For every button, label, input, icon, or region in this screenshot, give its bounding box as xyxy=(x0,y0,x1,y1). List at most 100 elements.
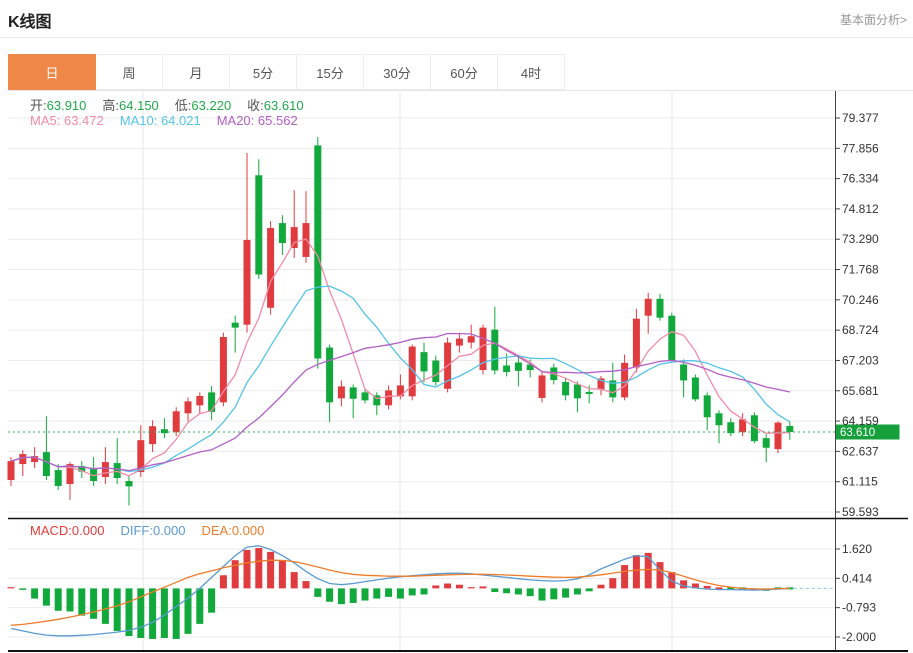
candle-body xyxy=(137,440,145,473)
macd-bar xyxy=(337,588,345,605)
macd-bar xyxy=(267,551,275,589)
candle-body xyxy=(526,364,534,371)
macd-bar xyxy=(632,555,640,589)
candle-body xyxy=(326,347,334,403)
macd-bar xyxy=(396,588,404,599)
macd-bar xyxy=(149,588,157,639)
candle-body xyxy=(786,426,794,433)
open-label: 开: xyxy=(30,98,47,113)
price-axis-label: 67.203 xyxy=(842,353,879,367)
candle-body xyxy=(597,378,605,390)
macd-bar xyxy=(219,575,227,589)
ma10-line xyxy=(10,285,791,473)
macd-bar xyxy=(255,548,263,589)
ma5-value: 63.472 xyxy=(63,113,104,128)
macd-bar xyxy=(78,588,86,616)
candle-body xyxy=(739,419,747,433)
candle-body xyxy=(184,401,192,414)
macd-bar xyxy=(113,588,121,631)
high-label: 高: xyxy=(102,98,120,113)
tab-30min[interactable]: 30分 xyxy=(364,54,431,90)
candle-body xyxy=(101,462,109,478)
macd-bar xyxy=(54,588,62,611)
candle-body xyxy=(267,228,275,308)
macd-bar xyxy=(208,588,216,613)
high-value: 64.150 xyxy=(119,98,159,113)
candle-body xyxy=(54,470,62,486)
candle-body xyxy=(680,364,688,381)
macd-bar xyxy=(727,587,735,590)
macd-bar xyxy=(408,588,416,596)
macd-bar xyxy=(196,588,204,624)
tab-week[interactable]: 周 xyxy=(96,54,163,90)
candle-body xyxy=(644,298,652,316)
price-axis-label: 76.334 xyxy=(842,172,879,186)
candle-body xyxy=(113,463,121,479)
ma5-label: MA5: xyxy=(30,113,61,128)
ma-legend: MA5: 63.472 MA10: 64.021 MA20: 65.562 xyxy=(30,113,298,128)
price-axis-label: 70.246 xyxy=(842,293,879,307)
tab-4hour[interactable]: 4时 xyxy=(498,54,565,90)
macd-bar xyxy=(703,585,711,589)
ma20-label: MA20: xyxy=(216,113,255,128)
macd-bar xyxy=(137,588,145,638)
macd-bar xyxy=(715,587,723,590)
macd-bar xyxy=(66,588,74,612)
diff-label: DIFF: xyxy=(120,523,153,538)
tab-month[interactable]: 月 xyxy=(163,54,230,90)
ma20-value: 65.562 xyxy=(257,113,298,128)
macd-bar xyxy=(526,588,534,597)
macd-axis-label: 0.414 xyxy=(842,571,872,585)
macd-bar xyxy=(19,588,27,590)
open-value: 63.910 xyxy=(46,98,87,113)
macd-axis-label: -0.793 xyxy=(842,601,876,615)
macd-bar xyxy=(373,588,381,599)
candle-body xyxy=(573,384,581,399)
dea-label: DEA: xyxy=(201,523,232,538)
macd-bar xyxy=(349,588,357,603)
macd-bar xyxy=(243,549,251,589)
candle-body xyxy=(420,352,428,372)
macd-layer xyxy=(7,545,835,639)
ma10-label: MA10: xyxy=(119,113,158,128)
macd-bar xyxy=(691,583,699,589)
candle-body xyxy=(255,175,263,275)
macd-bar xyxy=(42,588,50,606)
axis-layer: 79.377 77.856 76.334 74.812 73.290 71.768 70.2… xyxy=(8,88,908,652)
price-axis-label: 73.290 xyxy=(842,232,879,246)
macd-label: MACD: xyxy=(30,523,72,538)
candle-body xyxy=(31,456,39,463)
macd-axis-label: -2.000 xyxy=(842,630,876,644)
ma20-line xyxy=(10,332,790,472)
tab-5min[interactable]: 5分 xyxy=(230,54,297,90)
tab-60min[interactable]: 60分 xyxy=(431,54,498,90)
candle-body xyxy=(149,426,157,445)
candle-body xyxy=(385,390,393,406)
macd-bar xyxy=(31,588,39,599)
macd-bar xyxy=(467,587,475,589)
macd-bar xyxy=(786,587,794,590)
candle-body xyxy=(774,422,782,450)
tab-day[interactable]: 日 xyxy=(8,54,96,90)
candle-body xyxy=(762,438,770,448)
candle-body xyxy=(160,429,168,434)
low-label: 低: xyxy=(174,98,192,113)
close-value: 63.610 xyxy=(263,98,304,113)
macd-bar xyxy=(7,587,15,589)
macd-bar xyxy=(503,588,511,594)
price-axis-label: 59.593 xyxy=(842,505,879,519)
candle-body xyxy=(243,240,251,325)
candle-body xyxy=(78,466,86,472)
candle-body xyxy=(491,329,499,371)
macd-bar xyxy=(326,588,334,602)
low-value: 63.220 xyxy=(191,98,232,113)
timeframe-tabbar: 日周月 5分 15分 30分 60分 4时 xyxy=(8,54,913,91)
header-divider xyxy=(0,37,913,38)
macd-bar xyxy=(444,583,452,589)
ohlc-legend: 开:63.910 高:64.150 低:63.220 收:63.610 xyxy=(30,95,320,114)
tab-15min[interactable]: 15分 xyxy=(297,54,364,90)
price-axis-label: 64.159 xyxy=(842,414,879,428)
fundamental-analysis-link[interactable]: 基本面分析> xyxy=(839,13,907,27)
candle-body xyxy=(278,223,286,244)
